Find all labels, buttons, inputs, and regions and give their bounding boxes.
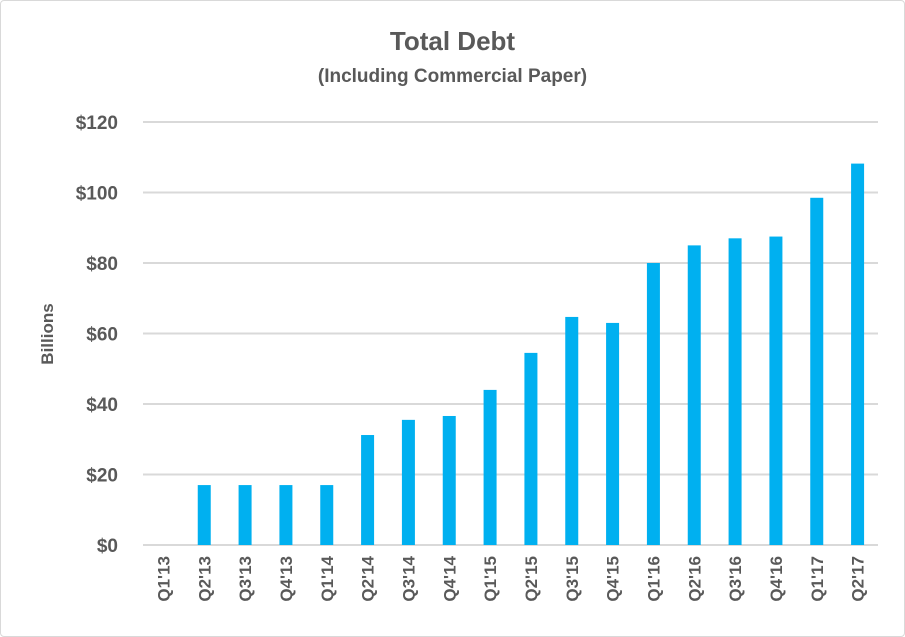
bar xyxy=(769,236,783,545)
x-tick-label: Q3'14 xyxy=(399,555,418,601)
bar xyxy=(810,197,824,545)
x-tick-label: Q3'16 xyxy=(726,556,745,602)
bar xyxy=(361,435,375,545)
y-tick-label: $0 xyxy=(97,536,118,557)
x-tick-label: Q2'14 xyxy=(359,555,378,601)
y-tick-label: $100 xyxy=(76,184,118,205)
x-tick-label: Q1'14 xyxy=(318,555,337,601)
bar xyxy=(851,163,865,545)
y-tick-label: $80 xyxy=(86,254,118,275)
x-tick-label: Q4'15 xyxy=(604,556,623,602)
x-tick-label: Q4'16 xyxy=(767,556,786,602)
x-tick-label: Q4'13 xyxy=(277,556,296,602)
bar xyxy=(442,415,456,545)
x-tick-label: Q1'13 xyxy=(154,556,173,602)
bar xyxy=(565,316,579,545)
bar xyxy=(401,419,415,545)
x-tick-label: Q2'15 xyxy=(522,556,541,602)
x-tick-label: Q3'13 xyxy=(236,556,255,602)
bar xyxy=(279,485,293,545)
x-tick-label: Q2'13 xyxy=(195,556,214,602)
chart-title: Total Debt xyxy=(389,26,516,56)
y-tick-label: $60 xyxy=(86,325,118,346)
y-axis-label: Billions xyxy=(38,303,57,364)
x-tick-label: Q1'16 xyxy=(644,556,663,602)
bar xyxy=(238,485,252,545)
chart-subtitle: (Including Commercial Paper) xyxy=(317,66,588,87)
bar xyxy=(524,352,538,545)
x-tick-label: Q1'17 xyxy=(808,556,827,602)
x-tick-label: Q4'14 xyxy=(440,555,459,601)
x-tick-label: Q3'15 xyxy=(563,556,582,602)
bar xyxy=(197,485,211,545)
bar xyxy=(728,238,742,545)
x-tick-label: Q1'15 xyxy=(481,556,500,602)
bar xyxy=(646,263,660,545)
y-tick-label: $120 xyxy=(76,113,118,134)
bar xyxy=(687,245,701,545)
bar xyxy=(320,485,334,545)
bar xyxy=(606,322,620,545)
y-tick-label: $40 xyxy=(86,395,118,416)
x-tick-label: Q2'17 xyxy=(849,556,868,602)
x-tick-label: Q2'16 xyxy=(685,556,704,602)
y-tick-label: $20 xyxy=(86,466,118,487)
bar xyxy=(483,389,497,545)
